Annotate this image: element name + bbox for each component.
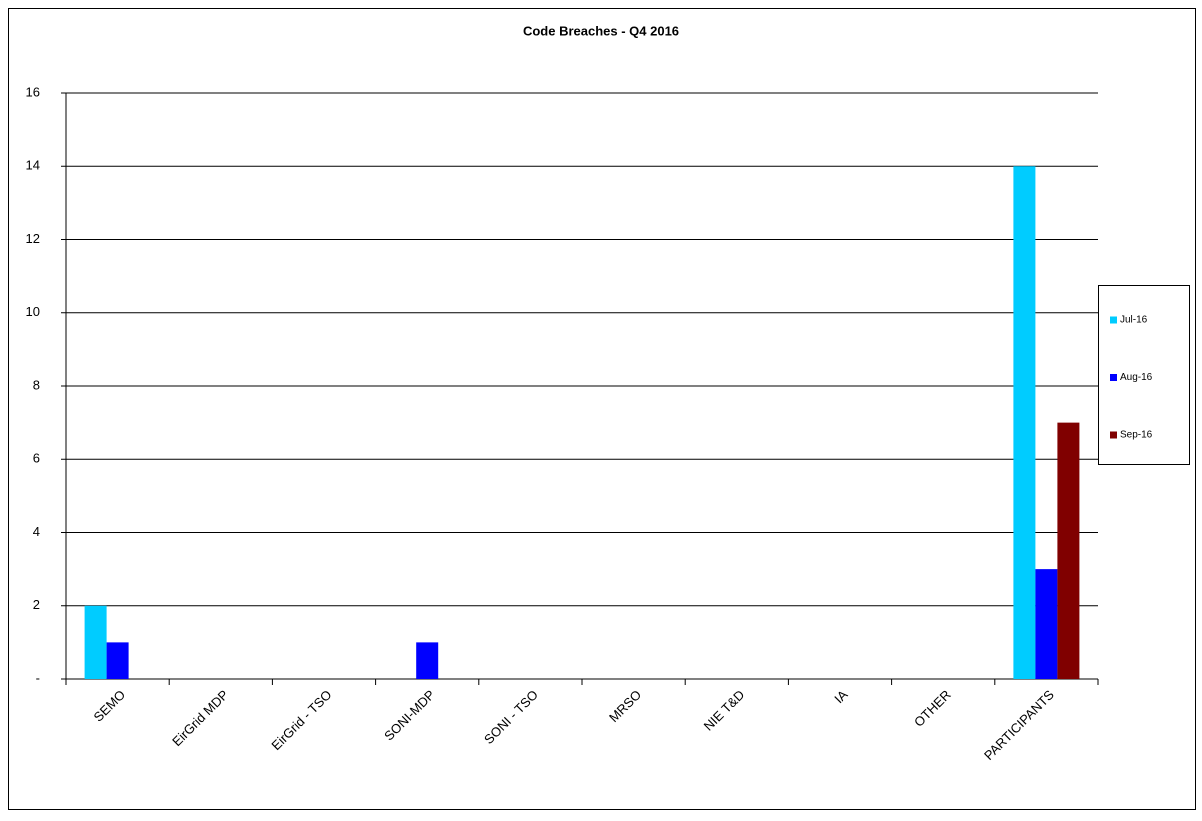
legend-label: Jul-16 [1120, 315, 1148, 326]
bar [1013, 166, 1036, 679]
bar [106, 642, 129, 679]
legend-swatch [1110, 316, 1117, 324]
y-tick-label: 16 [26, 84, 40, 99]
y-tick-label: 6 [33, 451, 40, 466]
legend-label: Aug-16 [1120, 372, 1153, 383]
bar [416, 642, 439, 679]
y-tick-label: 2 [33, 597, 40, 612]
legend-swatch [1110, 431, 1117, 439]
legend-swatch [1110, 374, 1117, 381]
bar [1035, 569, 1058, 679]
y-tick-label: 12 [26, 231, 40, 246]
y-tick-label: - [36, 670, 40, 685]
chart-title: Code Breaches - Q4 2016 [523, 23, 679, 38]
y-tick-label: 10 [26, 304, 40, 319]
bar [1057, 422, 1080, 679]
y-tick-label: 8 [33, 377, 40, 392]
y-tick-label: 4 [33, 524, 40, 539]
bar [84, 605, 107, 679]
legend-label: Sep-16 [1120, 430, 1153, 441]
y-tick-label: 14 [26, 158, 40, 173]
chart-border [8, 8, 1196, 810]
